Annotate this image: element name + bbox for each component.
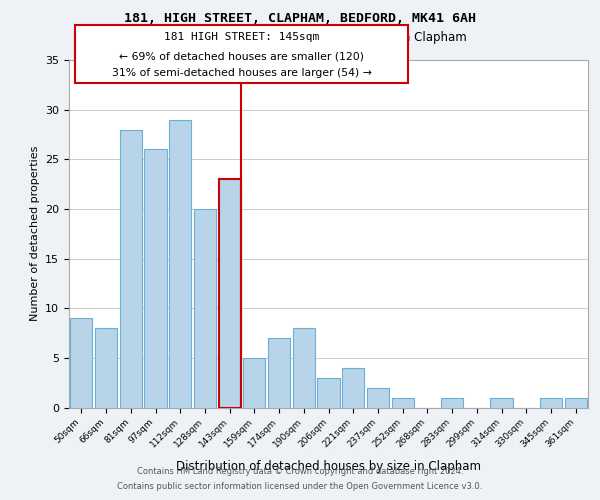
Text: Contains HM Land Registry data © Crown copyright and database right 2024.: Contains HM Land Registry data © Crown c… [137,467,463,476]
X-axis label: Distribution of detached houses by size in Clapham: Distribution of detached houses by size … [176,460,481,473]
Text: 181 HIGH STREET: 145sqm: 181 HIGH STREET: 145sqm [164,32,319,42]
Bar [194,209,216,408]
Bar [490,398,512,407]
Bar [268,338,290,407]
Text: 181, HIGH STREET, CLAPHAM, BEDFORD, MK41 6AH: 181, HIGH STREET, CLAPHAM, BEDFORD, MK41… [124,12,476,26]
Bar [293,328,315,407]
Bar [70,318,92,408]
Bar [243,358,265,408]
Bar [218,179,241,408]
Bar [95,328,117,407]
Bar [441,398,463,407]
Bar [169,120,191,408]
Y-axis label: Number of detached properties: Number of detached properties [29,146,40,322]
Text: ← 69% of detached houses are smaller (120): ← 69% of detached houses are smaller (12… [119,51,364,61]
Bar [540,398,562,407]
Bar [367,388,389,407]
Bar [392,398,414,407]
Bar [317,378,340,408]
Bar [145,150,167,408]
Bar [342,368,364,408]
Bar [565,398,587,407]
Bar [119,130,142,407]
Text: Size of property relative to detached houses in Clapham: Size of property relative to detached ho… [133,31,467,44]
Text: 31% of semi-detached houses are larger (54) →: 31% of semi-detached houses are larger (… [112,68,371,78]
Text: Contains public sector information licensed under the Open Government Licence v3: Contains public sector information licen… [118,482,482,491]
